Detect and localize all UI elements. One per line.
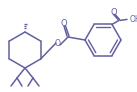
Text: O: O [55, 39, 61, 48]
Text: OH: OH [130, 15, 137, 24]
Text: O: O [111, 8, 117, 17]
Text: O: O [61, 20, 67, 29]
